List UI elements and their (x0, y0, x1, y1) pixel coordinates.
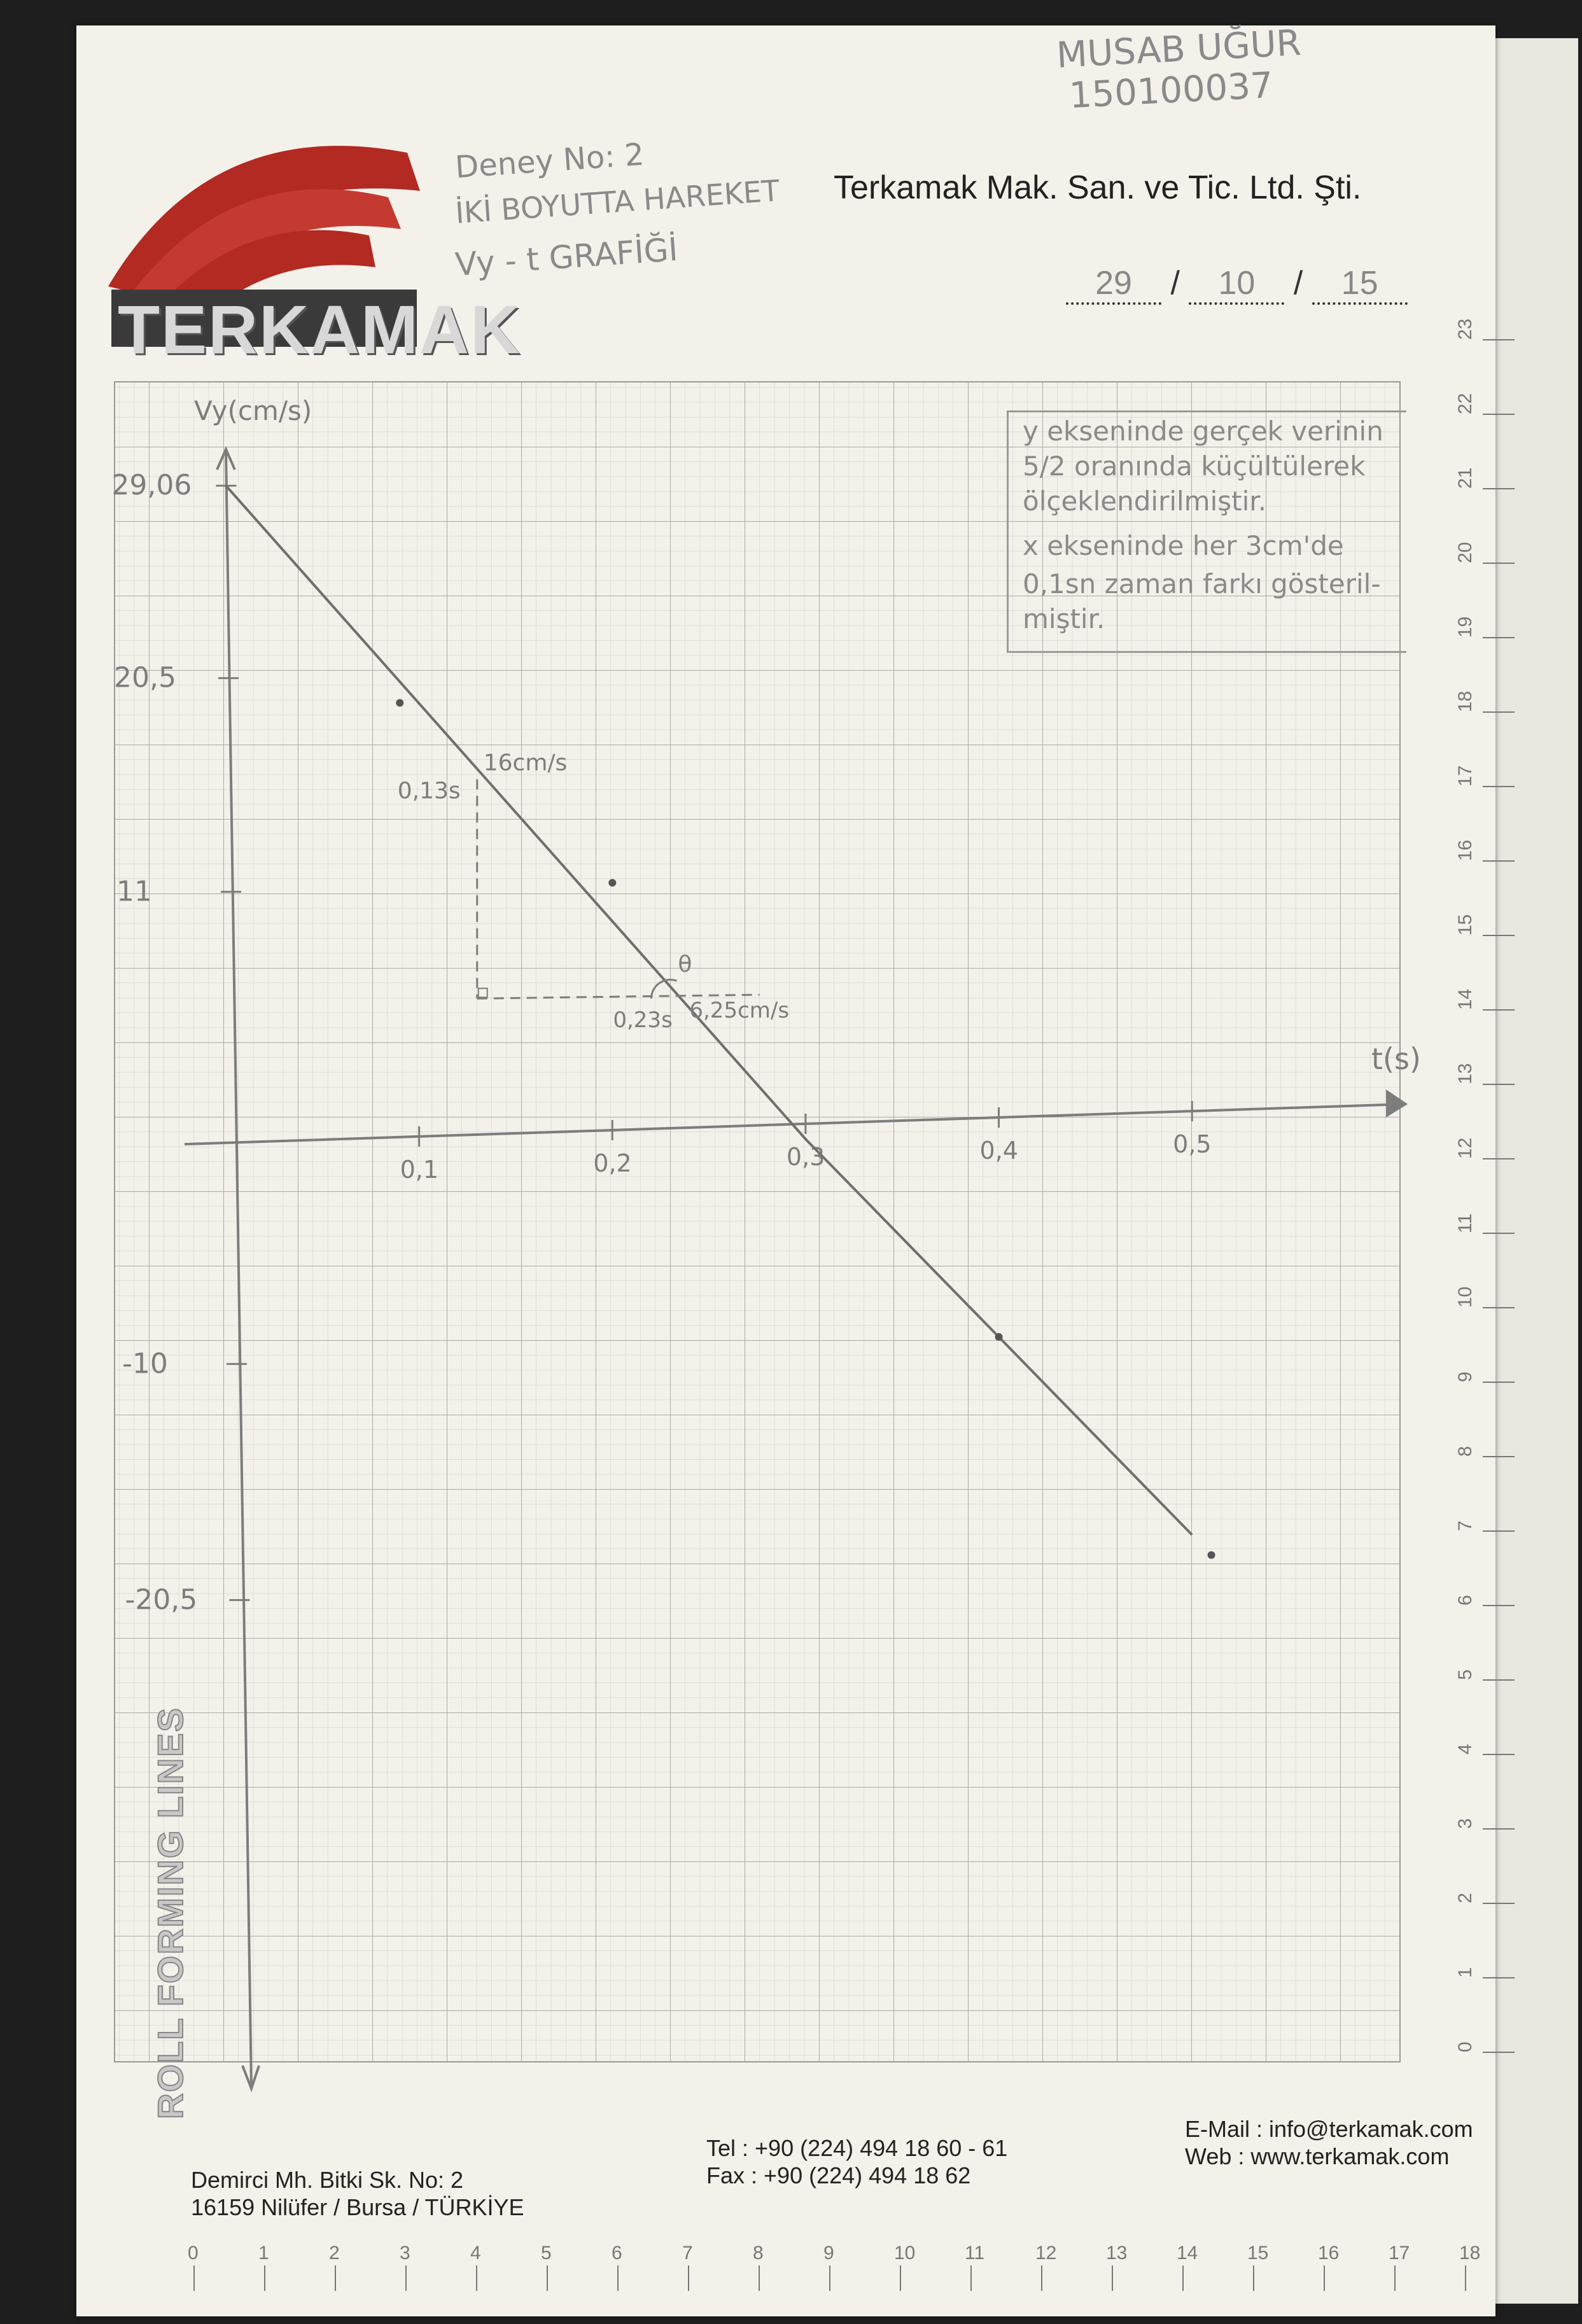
ruler-label: 18 (1455, 691, 1476, 712)
ruler-label: 9 (823, 2243, 834, 2264)
ruler-label: 3 (1455, 1818, 1476, 1829)
annotation-label: 16cm/s (484, 750, 568, 776)
ruler-label: 6 (612, 2243, 622, 2264)
ruler-label: 15 (1455, 914, 1476, 935)
ruler-label: 13 (1106, 2243, 1127, 2264)
ruler-label: 0 (1455, 2041, 1476, 2052)
note-line: ölçeklendirilmiştir. (1023, 486, 1267, 517)
grid-area (114, 381, 1401, 2062)
ruler-label: 19 (1455, 617, 1476, 638)
ruler-label: 3 (400, 2243, 410, 2264)
y-tick-label: 29,06 (111, 469, 192, 501)
ruler-label: 9 (1455, 1371, 1476, 1382)
ruler-label: 8 (753, 2243, 764, 2264)
date-separator: / (1170, 265, 1180, 302)
y-axis-arrow (216, 446, 236, 470)
ruler-label: 7 (682, 2243, 693, 2264)
data-point (1207, 1551, 1215, 1559)
ruler-label: 11 (1455, 1214, 1476, 1233)
ruler-label: 16 (1455, 840, 1476, 861)
ruler-label: 2 (329, 2243, 340, 2264)
ruler-label: 20 (1455, 542, 1476, 563)
scale-note-box: y ekseninde gerçek verinin 5/2 oranında … (1007, 410, 1406, 653)
email: E-Mail : info@terkamak.com (1185, 2116, 1473, 2142)
x-tick-label: 0,3 (787, 1143, 825, 1171)
note-line: miştir. (1023, 603, 1105, 634)
ruler-label: 14 (1177, 2243, 1198, 2264)
web: Web : www.terkamak.com (1185, 2143, 1450, 2169)
ruler-label: 14 (1455, 989, 1476, 1010)
ruler-label: 2 (1455, 1893, 1476, 1903)
ruler-label: 12 (1455, 1138, 1476, 1159)
terkamak-logo-icon (108, 146, 420, 347)
note-line: 5/2 oranında küçültülerek (1023, 451, 1366, 482)
note-line: 0,1sn zaman farkı gösteril- (1023, 568, 1381, 599)
ruler-label: 23 (1455, 319, 1476, 340)
annotation-label: 0,23s (613, 1007, 672, 1033)
y-tick-label: 11 (116, 875, 152, 907)
date-month: 10 (1189, 264, 1285, 305)
ruler-label: 18 (1459, 2243, 1480, 2264)
data-point (608, 879, 617, 887)
data-point (396, 699, 404, 707)
ruler-label: 10 (894, 2243, 915, 2264)
y-tick-label: -10 (122, 1347, 168, 1380)
ruler-label: 10 (1455, 1287, 1476, 1308)
ruler-label: 8 (1455, 1446, 1476, 1457)
ruler-label: 4 (1455, 1744, 1476, 1754)
date-day: 29 (1066, 264, 1161, 305)
logo-text: TERKAMAK (118, 291, 521, 368)
y-axis (225, 451, 253, 2088)
annotation-label: θ (678, 951, 692, 977)
x-axis-arrow (1386, 1089, 1408, 1117)
note-line: y ekseninde gerçek verinin (1023, 416, 1383, 447)
x-axis (184, 1103, 1407, 1145)
y-tick-label: -20,5 (125, 1583, 197, 1616)
company-name: Terkamak Mak. San. ve Tic. Ltd. Şti. (834, 169, 1362, 206)
y-tick-label: 20,5 (114, 662, 176, 694)
date-field: 29 / 10 / 15 (1066, 264, 1408, 305)
ruler-label: 6 (1455, 1595, 1476, 1606)
ruler-label: 21 (1455, 468, 1476, 489)
x-tick-label: 0,4 (980, 1137, 1018, 1165)
ruler-label: 16 (1318, 2243, 1339, 2264)
right-angle-marker (477, 988, 488, 998)
ruler-label: 12 (1035, 2243, 1056, 2264)
back-sheet (1483, 38, 1578, 2304)
roll-forming-lines-label: ROLL FORMING LINES (150, 1706, 191, 2120)
x-tick-label: 0,2 (593, 1149, 631, 1177)
ruler-label: 22 (1455, 393, 1476, 414)
note-line: x ekseninde her 3cm'de (1023, 530, 1344, 561)
ruler-label: 5 (541, 2243, 552, 2264)
ruler-label: 13 (1455, 1063, 1476, 1084)
y-axis-label: Vy(cm/s) (194, 395, 312, 426)
ruler-label: 5 (1455, 1669, 1476, 1680)
address-line-2: 16159 Nilüfer / Bursa / TÜRKİYE (191, 2194, 524, 2220)
fax: Fax : +90 (224) 494 18 62 (706, 2162, 971, 2188)
series-line (225, 484, 1193, 1536)
ruler-label: 0 (188, 2243, 199, 2264)
angle-arc (650, 978, 677, 999)
ruler-label: 17 (1455, 766, 1476, 787)
ruler-label: 1 (1455, 1967, 1476, 1978)
annotation-label: 0,13s (398, 778, 461, 804)
x-tick-label: 0,5 (1173, 1130, 1211, 1158)
ruler-label: 4 (470, 2243, 481, 2264)
slope-dashed-horizontal (477, 993, 760, 1000)
ruler-label: 17 (1389, 2243, 1410, 2264)
address-line-1: Demirci Mh. Bitki Sk. No: 2 (191, 2167, 464, 2193)
ruler-label: 11 (965, 2243, 984, 2264)
ruler-label: 7 (1455, 1520, 1476, 1531)
ruler-label: 1 (258, 2243, 269, 2264)
ruler-label: 15 (1247, 2243, 1268, 2264)
y-axis-arrow (241, 2065, 260, 2092)
data-point (995, 1333, 1003, 1341)
date-year: 15 (1312, 264, 1408, 305)
x-tick-label: 0,1 (400, 1156, 438, 1184)
tel: Tel : +90 (224) 494 18 60 - 61 (706, 2135, 1008, 2161)
annotation-label: 6,25cm/s (689, 998, 789, 1023)
x-axis-label: t(s) (1371, 1042, 1421, 1076)
date-separator: / (1293, 265, 1303, 302)
